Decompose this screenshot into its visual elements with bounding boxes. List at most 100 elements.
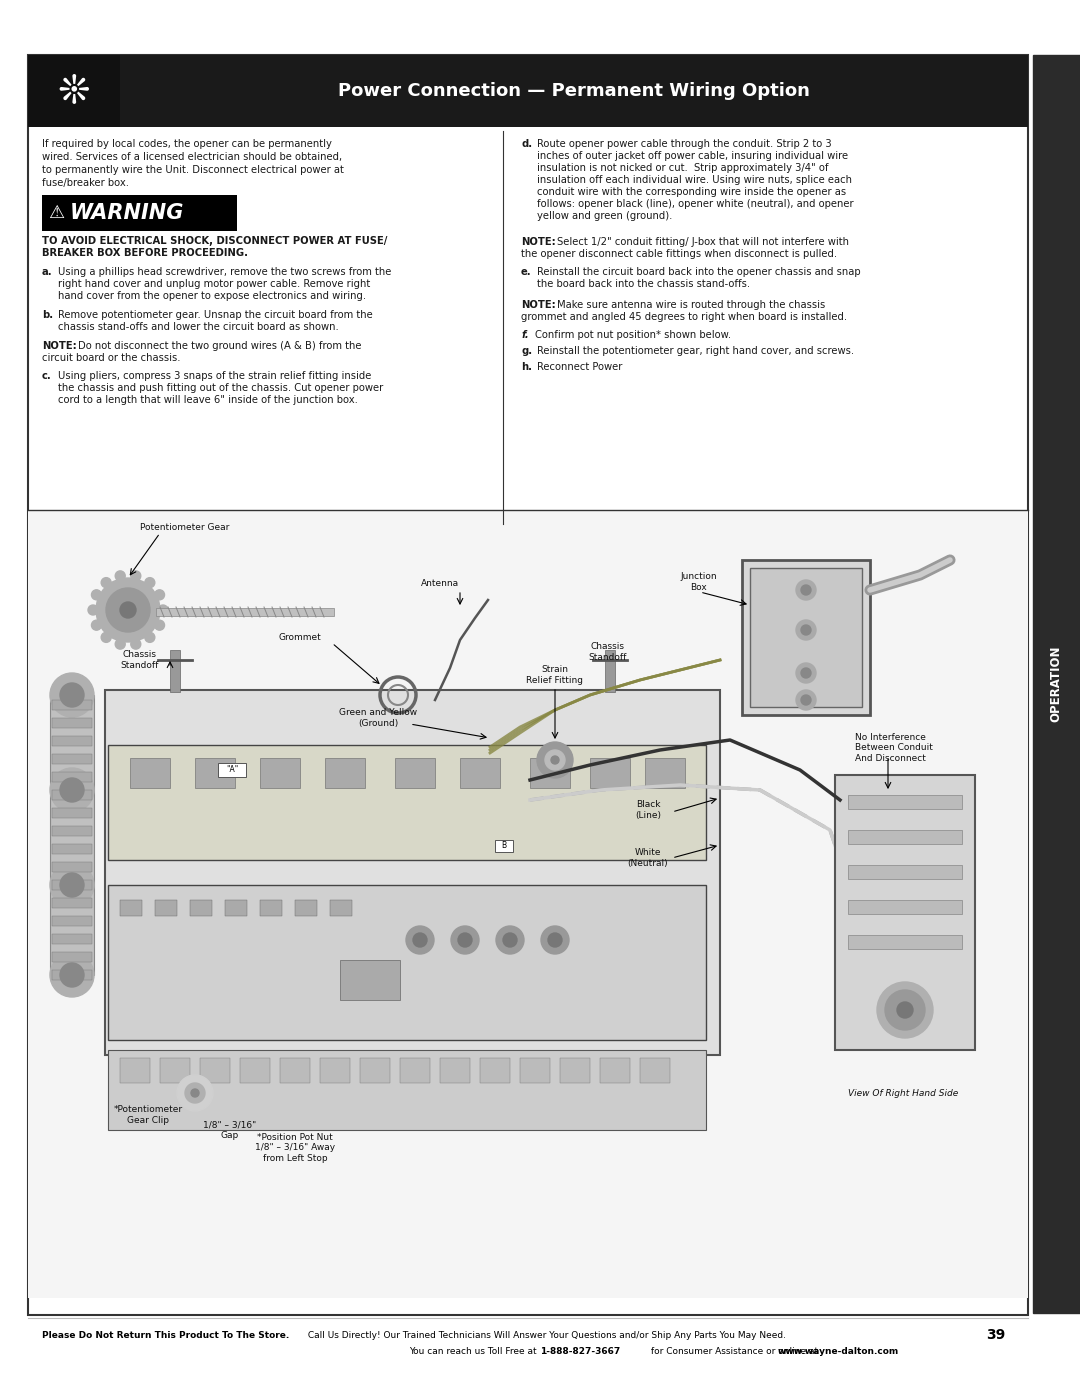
Bar xyxy=(640,1058,670,1083)
Bar xyxy=(400,1058,430,1083)
Circle shape xyxy=(60,778,84,802)
Bar xyxy=(320,1058,350,1083)
Text: the opener disconnect cable fittings when disconnect is pulled.: the opener disconnect cable fittings whe… xyxy=(521,249,837,258)
Bar xyxy=(156,900,177,916)
Bar xyxy=(1032,54,1080,1313)
Text: Do not disconnect the two ground wires (A & B) from the: Do not disconnect the two ground wires (… xyxy=(78,341,362,351)
Bar xyxy=(42,196,237,231)
Bar xyxy=(360,1058,390,1083)
Circle shape xyxy=(116,571,125,581)
Text: circuit board or the chassis.: circuit board or the chassis. xyxy=(42,353,180,363)
Text: www.wayne-dalton.com: www.wayne-dalton.com xyxy=(778,1347,900,1355)
Bar xyxy=(52,736,92,746)
Bar xyxy=(50,694,94,975)
Circle shape xyxy=(60,963,84,988)
Bar xyxy=(52,789,92,800)
Circle shape xyxy=(60,873,84,897)
Text: *Position Pot Nut
1/8" – 3/16" Away
from Left Stop: *Position Pot Nut 1/8" – 3/16" Away from… xyxy=(255,1133,335,1162)
Bar xyxy=(108,745,706,861)
Circle shape xyxy=(102,577,111,588)
Bar xyxy=(160,1058,190,1083)
Circle shape xyxy=(158,605,168,615)
Bar xyxy=(52,970,92,981)
Bar xyxy=(218,763,246,777)
Bar xyxy=(52,880,92,890)
Bar xyxy=(108,1051,706,1130)
Bar xyxy=(52,718,92,728)
Bar xyxy=(848,935,962,949)
Circle shape xyxy=(406,926,434,954)
Bar xyxy=(130,759,170,788)
Text: Potentiometer Gear: Potentiometer Gear xyxy=(140,522,229,531)
Circle shape xyxy=(413,933,427,947)
Bar xyxy=(156,608,334,616)
Circle shape xyxy=(877,982,933,1038)
Circle shape xyxy=(154,620,164,630)
Bar xyxy=(28,510,1028,1298)
Text: cord to a length that will leave 6" inside of the junction box.: cord to a length that will leave 6" insi… xyxy=(58,395,357,405)
Bar xyxy=(340,960,400,1000)
Circle shape xyxy=(537,742,573,778)
Bar xyxy=(848,795,962,809)
Circle shape xyxy=(102,633,111,643)
Text: You can reach us Toll Free at: You can reach us Toll Free at xyxy=(409,1347,540,1355)
Text: Grommet: Grommet xyxy=(279,633,322,643)
Text: wired. Services of a licensed electrician should be obtained,: wired. Services of a licensed electricia… xyxy=(42,152,342,162)
Bar xyxy=(519,1058,550,1083)
Circle shape xyxy=(796,580,816,599)
Text: No Interference
Between Conduit
And Disconnect: No Interference Between Conduit And Disc… xyxy=(855,733,933,763)
Circle shape xyxy=(92,590,102,599)
Text: OPERATION: OPERATION xyxy=(1050,645,1063,722)
Bar xyxy=(848,830,962,844)
Bar xyxy=(440,1058,470,1083)
Bar xyxy=(395,759,435,788)
Text: yellow and green (ground).: yellow and green (ground). xyxy=(537,211,673,221)
Bar xyxy=(225,900,247,916)
Bar xyxy=(52,754,92,764)
Bar xyxy=(28,54,120,127)
Circle shape xyxy=(96,578,160,643)
Circle shape xyxy=(503,933,517,947)
Bar xyxy=(120,900,141,916)
Bar xyxy=(52,951,92,963)
Text: Power Connection — Permanent Wiring Option: Power Connection — Permanent Wiring Opti… xyxy=(338,82,810,101)
Bar xyxy=(52,807,92,819)
Circle shape xyxy=(796,620,816,640)
Bar xyxy=(590,759,630,788)
Text: inches of outer jacket off power cable, insuring individual wire: inches of outer jacket off power cable, … xyxy=(537,151,848,161)
Bar xyxy=(295,900,318,916)
Text: Make sure antenna wire is routed through the chassis: Make sure antenna wire is routed through… xyxy=(557,300,825,310)
Text: Chassis
Standoff: Chassis Standoff xyxy=(588,643,626,662)
Text: View Of Right Hand Side: View Of Right Hand Side xyxy=(848,1088,958,1098)
Text: the chassis and push fitting out of the chassis. Cut opener power: the chassis and push fitting out of the … xyxy=(58,383,383,393)
Bar xyxy=(52,773,92,782)
Circle shape xyxy=(897,1002,913,1018)
Text: conduit wire with the corresponding wire inside the opener as: conduit wire with the corresponding wire… xyxy=(537,187,846,197)
Text: B: B xyxy=(501,841,507,851)
Bar xyxy=(52,862,92,872)
Circle shape xyxy=(87,605,98,615)
Circle shape xyxy=(106,588,150,631)
Circle shape xyxy=(801,668,811,678)
Text: TO AVOID ELECTRICAL SHOCK, DISCONNECT POWER AT FUSE/: TO AVOID ELECTRICAL SHOCK, DISCONNECT PO… xyxy=(42,236,388,246)
Text: Junction
Box: Junction Box xyxy=(680,573,717,592)
Text: g.: g. xyxy=(521,346,532,356)
Bar xyxy=(52,700,92,710)
Circle shape xyxy=(50,863,94,907)
Text: insulation is not nicked or cut.  Strip approximately 3/4" of: insulation is not nicked or cut. Strip a… xyxy=(537,163,828,173)
Circle shape xyxy=(458,933,472,947)
Text: grommet and angled 45 degrees to right when board is installed.: grommet and angled 45 degrees to right w… xyxy=(521,312,847,321)
Bar xyxy=(120,1058,150,1083)
Text: Select 1/2" conduit fitting/ J-box that will not interfere with: Select 1/2" conduit fitting/ J-box that … xyxy=(557,237,849,247)
Circle shape xyxy=(548,933,562,947)
Text: Antenna: Antenna xyxy=(421,578,459,588)
Text: Call Us Directly! Our Trained Technicians Will Answer Your Questions and/or Ship: Call Us Directly! Our Trained Technician… xyxy=(305,1330,786,1340)
Circle shape xyxy=(50,768,94,812)
Circle shape xyxy=(801,624,811,636)
Bar xyxy=(260,900,282,916)
Circle shape xyxy=(185,1083,205,1104)
Text: e.: e. xyxy=(521,267,531,277)
Text: Black
(Line): Black (Line) xyxy=(635,800,661,820)
Circle shape xyxy=(131,571,140,581)
Text: If required by local codes, the opener can be permanently: If required by local codes, the opener c… xyxy=(42,138,332,149)
